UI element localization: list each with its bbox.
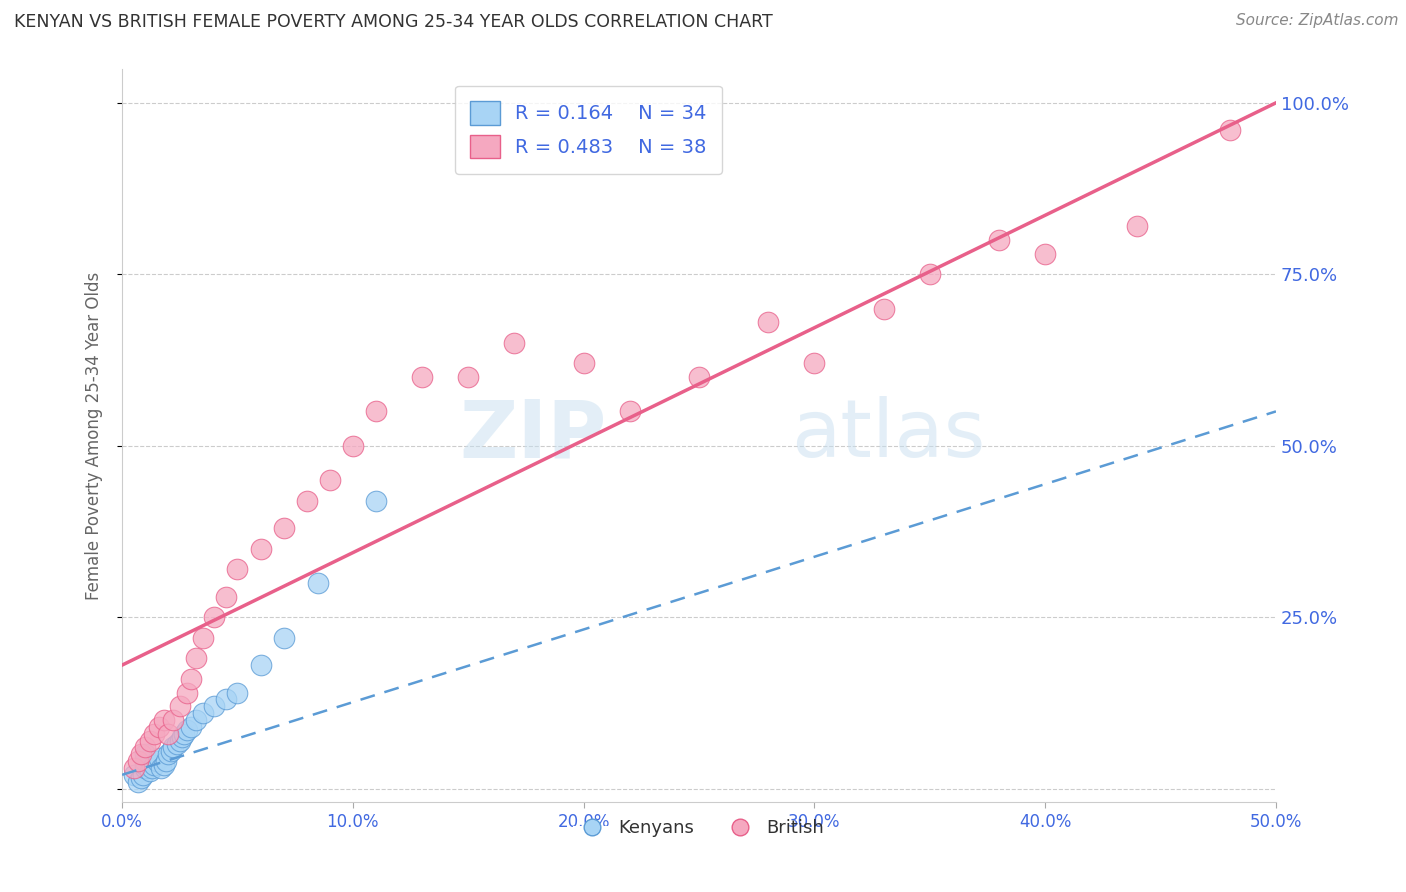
Point (226, 562, 249, 576)
Point (176, 685, 198, 699)
Point (152, 713, 174, 727)
Point (273, 521, 295, 535)
Point (342, 439, 364, 453)
Point (139, 733, 162, 747)
Point (134, 754, 156, 768)
Point (152, 757, 174, 772)
Point (159, 744, 181, 758)
Point (150, 761, 173, 775)
Point (162, 740, 184, 755)
Point (184, 713, 207, 727)
Point (127, 754, 149, 768)
Legend: Kenyans, British: Kenyans, British (567, 812, 832, 845)
Text: KENYAN VS BRITISH FEMALE POVERTY AMONG 25-34 YEAR OLDS CORRELATION CHART: KENYAN VS BRITISH FEMALE POVERTY AMONG 2… (14, 13, 773, 31)
Point (122, 768, 145, 782)
Point (134, 757, 156, 772)
Point (1219, 123, 1241, 137)
Point (143, 757, 166, 772)
Point (872, 301, 894, 316)
Point (134, 740, 156, 755)
Point (184, 651, 207, 665)
Point (180, 720, 202, 734)
Point (619, 404, 641, 418)
Point (157, 747, 180, 762)
Point (307, 575, 329, 590)
Point (145, 754, 167, 768)
Point (364, 493, 387, 508)
Point (180, 672, 202, 686)
Point (411, 370, 433, 384)
Point (249, 658, 271, 673)
Text: atlas: atlas (792, 396, 986, 475)
Point (202, 610, 225, 624)
Point (122, 761, 145, 775)
Point (364, 404, 387, 418)
Point (134, 761, 156, 775)
Point (249, 541, 271, 556)
Point (918, 267, 941, 281)
Point (162, 713, 184, 727)
Point (170, 730, 193, 744)
Point (173, 727, 195, 741)
Point (155, 754, 177, 768)
Point (148, 750, 170, 764)
Text: ZIP: ZIP (460, 396, 607, 475)
Point (503, 335, 526, 350)
Point (129, 771, 152, 785)
Point (127, 774, 149, 789)
Point (457, 370, 479, 384)
Point (688, 370, 710, 384)
Point (132, 768, 155, 782)
Point (226, 685, 249, 699)
Point (273, 631, 295, 645)
Text: Source: ZipAtlas.com: Source: ZipAtlas.com (1236, 13, 1399, 29)
Point (157, 727, 180, 741)
Y-axis label: Female Poverty Among 25-34 Year Olds: Female Poverty Among 25-34 Year Olds (86, 271, 103, 599)
Point (988, 233, 1011, 247)
Point (803, 356, 825, 370)
Point (215, 590, 238, 604)
Point (134, 747, 156, 762)
Point (202, 699, 225, 714)
Point (139, 764, 162, 779)
Point (1033, 246, 1056, 260)
Point (572, 356, 595, 370)
Point (215, 692, 238, 706)
Point (169, 699, 191, 714)
Point (148, 720, 170, 734)
Point (191, 706, 214, 720)
Point (295, 493, 318, 508)
Point (129, 747, 152, 762)
Point (166, 737, 188, 751)
Point (319, 473, 342, 487)
Point (191, 631, 214, 645)
Point (143, 727, 166, 741)
Point (141, 761, 163, 775)
Point (176, 723, 198, 738)
Point (169, 733, 191, 747)
Point (1126, 219, 1149, 234)
Point (756, 315, 779, 329)
